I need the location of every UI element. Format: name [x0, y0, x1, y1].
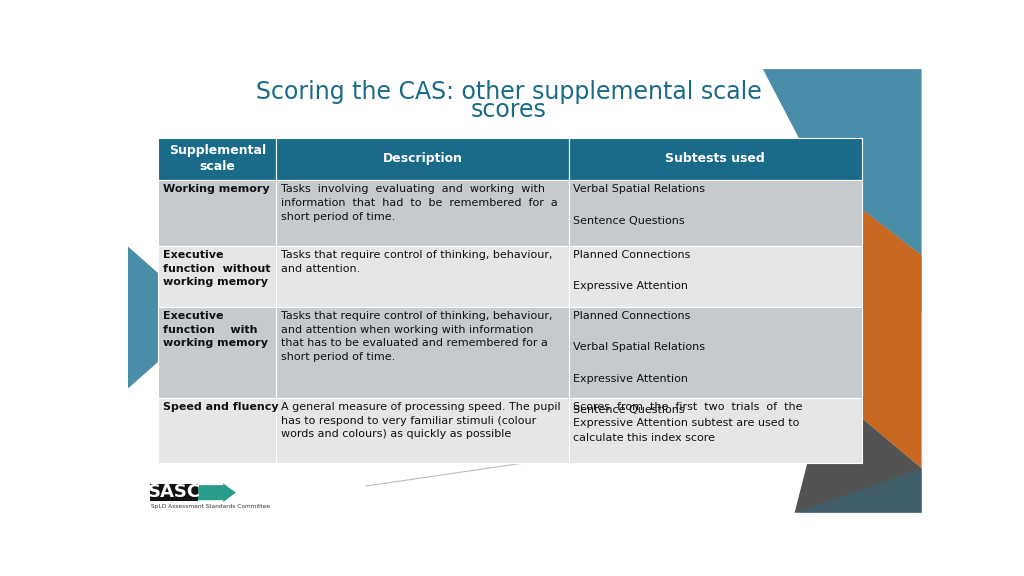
Bar [568, 180, 862, 245]
Text: Description: Description [383, 153, 463, 165]
Polygon shape [795, 468, 922, 513]
Polygon shape [128, 247, 158, 388]
Text: Executive
function    with
working memory: Executive function with working memory [163, 311, 268, 348]
Text: Speed and fluency: Speed and fluency [163, 402, 279, 412]
Bar [158, 180, 276, 245]
Text: Planned Connections

Verbal Spatial Relations

Expressive Attention

Sentence Qu: Planned Connections Verbal Spatial Relat… [573, 311, 706, 415]
Text: Planned Connections

Expressive Attention: Planned Connections Expressive Attention [573, 250, 690, 291]
Text: SASC: SASC [147, 483, 201, 501]
Polygon shape [795, 388, 922, 513]
FancyArrow shape [166, 483, 236, 502]
Text: Tasks that require control of thinking, behaviour,
and attention when working wi: Tasks that require control of thinking, … [282, 311, 553, 362]
Bar [568, 398, 862, 464]
Text: scores: scores [471, 98, 547, 122]
Bar [151, 484, 198, 501]
Text: Tasks  involving  evaluating  and  working  with
information  that  had  to  be : Tasks involving evaluating and working w… [282, 184, 558, 222]
Text: A general measure of processing speed. The pupil
has to respond to very familiar: A general measure of processing speed. T… [282, 402, 561, 439]
Polygon shape [763, 69, 922, 255]
Bar [276, 398, 568, 464]
Text: Subtests used: Subtests used [666, 153, 765, 165]
Bar [568, 245, 862, 307]
Text: SpLD Assessment Standards Committee: SpLD Assessment Standards Committee [151, 504, 270, 509]
Bar [568, 307, 862, 398]
Text: Scores  from  the  first  two  trials  of  the
Expressive Attention subtest are : Scores from the first two trials of the … [573, 402, 803, 444]
Bar [568, 138, 862, 180]
Bar [276, 138, 568, 180]
Bar [158, 138, 276, 180]
Bar [276, 180, 568, 245]
Text: Executive
function  without
working memory: Executive function without working memor… [163, 250, 270, 287]
Bar [276, 307, 568, 398]
Text: Working memory: Working memory [163, 184, 269, 195]
Bar [158, 245, 276, 307]
Text: Supplemental
scale: Supplemental scale [169, 145, 266, 173]
Text: Tasks that require control of thinking, behaviour,
and attention.: Tasks that require control of thinking, … [282, 250, 553, 274]
Bar [276, 245, 568, 307]
Text: Scoring the CAS: other supplemental scale: Scoring the CAS: other supplemental scal… [256, 80, 762, 104]
Polygon shape [818, 176, 922, 313]
Polygon shape [818, 176, 922, 468]
Text: Verbal Spatial Relations

Sentence Questions: Verbal Spatial Relations Sentence Questi… [573, 184, 706, 226]
Bar [158, 398, 276, 464]
Bar [158, 307, 276, 398]
